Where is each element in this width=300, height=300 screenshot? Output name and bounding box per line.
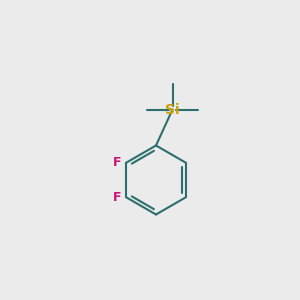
Text: F: F [113,156,122,169]
Text: F: F [113,191,122,204]
Text: Si: Si [165,103,180,116]
